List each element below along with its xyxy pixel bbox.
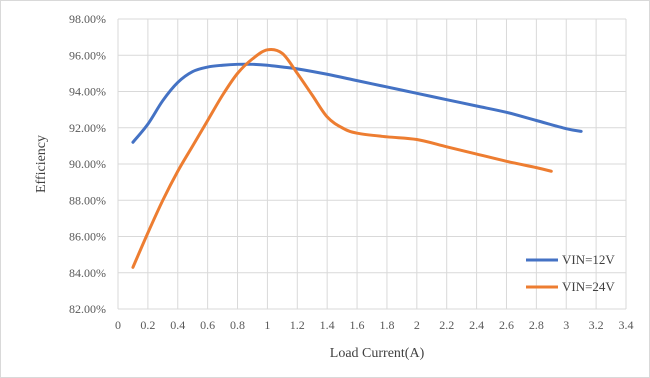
y-tick-label: 90.00% <box>69 157 106 171</box>
x-axis-title: Load Current(A) <box>330 346 425 361</box>
x-tick-label: 1.6 <box>350 318 365 332</box>
x-tick-label: 0.6 <box>200 318 215 332</box>
y-tick-label: 86.00% <box>69 230 106 244</box>
legend: VIN=12V VIN=24V <box>526 252 615 294</box>
series-line-2 <box>131 47 553 269</box>
x-tick-label: 2.6 <box>499 318 514 332</box>
x-tick-label: 2.8 <box>529 318 544 332</box>
x-tick-label: 0.4 <box>170 318 185 332</box>
x-axis-ticks: 0 0.2 0.4 0.6 0.8 1 1.2 1.4 1.6 1.8 2 2.2 2.4 2.6 2.8 3… <box>115 318 634 332</box>
x-tick-label: 1.8 <box>379 318 394 332</box>
series-line-1 <box>131 62 583 144</box>
x-tick-label: 3.2 <box>589 318 604 332</box>
x-tick-label: 0 <box>115 318 121 332</box>
y-tick-label: 94.00% <box>69 85 106 99</box>
x-tick-label: 2.2 <box>439 318 454 332</box>
y-tick-label: 82.00% <box>69 302 106 316</box>
x-tick-label: 2 <box>414 318 420 332</box>
x-tick-label: 3 <box>563 318 569 332</box>
y-axis-ticks: 82.00% 84.00% 86.00% 88.00% 90.00% 92.00% 94.0… <box>69 12 106 316</box>
x-tick-label: 0.8 <box>230 318 245 332</box>
legend-label: VIN=24V <box>562 279 615 294</box>
x-tick-label: 1.4 <box>320 318 335 332</box>
x-tick-label: 1 <box>264 318 270 332</box>
x-tick-label: 2.4 <box>469 318 484 332</box>
y-tick-label: 84.00% <box>69 266 106 280</box>
y-tick-label: 98.00% <box>69 12 106 26</box>
gridlines <box>117 18 627 310</box>
y-tick-label: 96.00% <box>69 48 106 62</box>
series-lines <box>131 47 583 269</box>
legend-label: VIN=12V <box>562 252 615 267</box>
y-axis-title: Efficiency <box>34 135 49 193</box>
x-tick-label: 0.2 <box>140 318 155 332</box>
y-tick-label: 92.00% <box>69 121 106 135</box>
x-tick-label: 3.4 <box>619 318 634 332</box>
y-tick-label: 88.00% <box>69 193 106 207</box>
x-tick-label: 1.2 <box>290 318 305 332</box>
